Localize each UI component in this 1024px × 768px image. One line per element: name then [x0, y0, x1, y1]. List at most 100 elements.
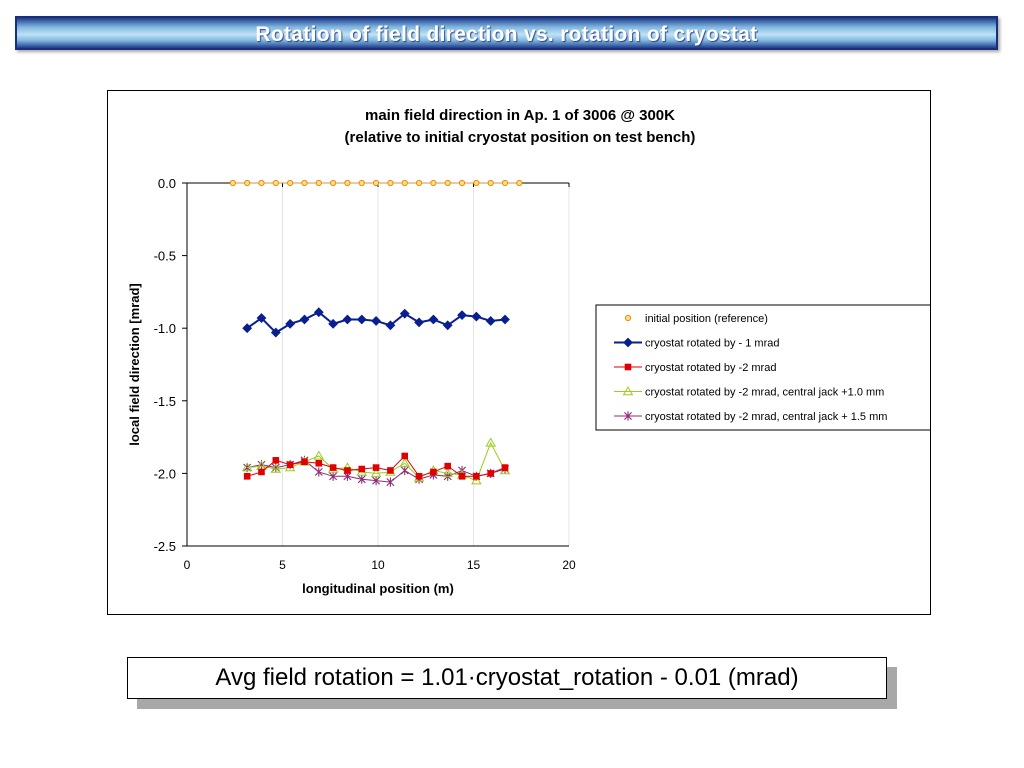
series-1-point: [270, 327, 281, 338]
series-4-point: [372, 476, 381, 486]
y-tick-label: -2.5: [154, 539, 176, 554]
series-1-point: [485, 316, 496, 326]
series-2-point: [301, 458, 308, 466]
series-4-point: [329, 471, 338, 481]
series-0-point: [458, 179, 466, 187]
series-1-point: [457, 310, 467, 321]
series-2-point: [272, 457, 280, 464]
series-2-point: [430, 468, 437, 476]
series-1-point: [399, 308, 410, 319]
series-0-point: [315, 179, 322, 187]
legend-entry-label: cryostat rotated by -2 mrad: [645, 362, 776, 374]
chart-subtitle: (relative to initial cryostat position o…: [345, 129, 696, 146]
series-2-point: [286, 461, 294, 468]
series-3-point: [241, 462, 253, 472]
series-2-point: [258, 468, 265, 476]
x-axis-label: longitudinal position (m): [302, 581, 454, 596]
series-2-point: [243, 473, 251, 480]
series-3-point: [313, 450, 325, 460]
legend-entry-label: initial position (reference): [645, 313, 768, 325]
series-0-point: [372, 179, 380, 187]
series-4-point: [314, 467, 323, 477]
series-0-point: [287, 179, 294, 187]
series-0-point: [430, 179, 437, 187]
series-1-point: [414, 317, 424, 328]
series-1-point: [328, 318, 339, 329]
series-2-point: [415, 473, 423, 480]
series-4-point: [357, 474, 366, 484]
series-0-point: [258, 179, 265, 187]
chart-frame: main field direction in Ap. 1 of 3006 @ …: [107, 90, 931, 615]
series-1-point: [299, 314, 310, 325]
y-tick-label: -2.0: [154, 466, 176, 481]
series-1-point: [428, 314, 439, 325]
series-1-point: [500, 314, 510, 325]
series-2-point: [315, 459, 323, 467]
series-0-point: [358, 179, 365, 187]
legend-marker: [624, 411, 632, 421]
series-3-point: [399, 457, 411, 467]
legend-marker: [624, 363, 632, 371]
formula-text: Avg field rotation = 1.01·cryostat_rotat…: [215, 664, 799, 691]
series-0-point: [473, 179, 480, 187]
series-2-point: [358, 465, 366, 473]
legend-entry-label: cryostat rotated by -2 mrad, central jac…: [645, 411, 887, 423]
y-tick-label: -1.0: [154, 321, 176, 336]
series-3-point: [442, 468, 453, 478]
series-1-point: [313, 307, 324, 318]
series-1-point: [342, 314, 353, 325]
legend-entry-label: cryostat rotated by - 1 mrad: [645, 338, 780, 350]
legend-entry-label: cryostat rotated by -2 mrad, central jac…: [645, 387, 884, 399]
legend-marker: [623, 337, 633, 348]
series-3-point: [370, 468, 382, 478]
y-tick-label: 0.0: [158, 176, 176, 191]
series-0-point: [444, 179, 451, 187]
series-2-point: [329, 464, 337, 471]
series-1-point: [442, 320, 453, 331]
series-0-point: [401, 179, 408, 187]
series-0-point: [415, 179, 423, 187]
series-0-point: [301, 179, 308, 187]
series-0-point: [272, 179, 279, 187]
series-4-point: [386, 477, 395, 487]
series-1-point: [256, 313, 267, 323]
series-line-3: [247, 441, 506, 482]
slide-title-bar: Rotation of field direction vs. rotation…: [15, 16, 998, 50]
series-1-point: [385, 320, 396, 331]
series-4-point: [400, 465, 409, 476]
series-2-point: [387, 467, 394, 474]
series-0-point: [387, 179, 394, 187]
series-3-point: [270, 463, 282, 473]
series-0-point: [344, 179, 351, 187]
series-2-point: [372, 464, 380, 471]
slide-title: Rotation of field direction vs. rotation…: [255, 23, 758, 46]
y-tick-label: -1.5: [154, 394, 176, 409]
series-0-point: [330, 179, 337, 187]
series-0-point: [501, 179, 509, 187]
y-tick-label: -0.5: [154, 249, 176, 264]
series-2-point: [401, 452, 409, 460]
legend-marker: [622, 386, 634, 396]
legend-box: [595, 304, 930, 431]
series-2-point: [473, 473, 480, 480]
series-2-point: [501, 464, 509, 471]
series-2-point: [344, 467, 351, 474]
series-3-point: [471, 475, 482, 485]
x-tick-label: 5: [279, 558, 286, 572]
series-1-point: [285, 318, 296, 329]
chart-canvas: main field direction in Ap. 1 of 3006 @ …: [127, 107, 930, 596]
x-tick-label: 0: [184, 558, 191, 572]
chart-title: main field direction in Ap. 1 of 3006 @ …: [365, 107, 675, 124]
series-2-point: [487, 470, 494, 477]
legend-marker: [624, 314, 632, 322]
series-3-point: [485, 437, 496, 447]
series-2-point: [458, 473, 466, 480]
x-tick-label: 15: [467, 558, 481, 572]
series-1-point: [356, 314, 367, 325]
y-axis-label: local field direction [mrad]: [127, 283, 142, 446]
series-0-point: [516, 179, 523, 187]
series-1-point: [242, 323, 253, 334]
series-0-point: [229, 179, 236, 187]
formula-box: Avg field rotation = 1.01·cryostat_rotat…: [127, 657, 887, 699]
series-0-point: [244, 179, 251, 187]
